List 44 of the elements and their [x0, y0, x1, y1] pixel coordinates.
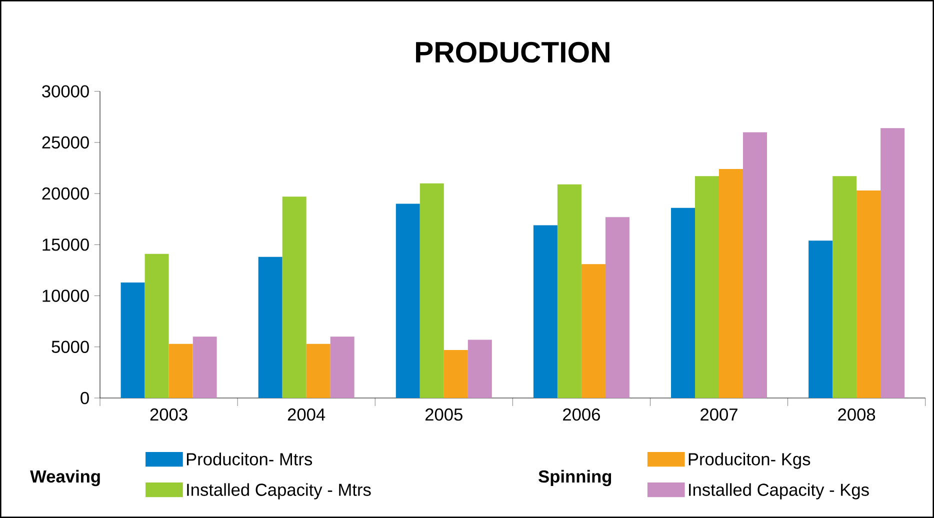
- bar: [306, 344, 330, 398]
- y-tick-label: 0: [80, 392, 89, 404]
- legend-label: Installed Capacity - Kgs: [689, 483, 869, 500]
- bar: [330, 336, 354, 398]
- bar: [743, 132, 768, 398]
- bar: [533, 225, 558, 398]
- bar: [192, 336, 217, 398]
- bar: [557, 184, 582, 398]
- legend-label: Produciton- Mtrs: [186, 452, 312, 466]
- text: Weaving: [30, 470, 100, 486]
- legend-label: Installed Capacity - Mtrs: [187, 483, 371, 500]
- x-tick-label: 2008: [838, 408, 876, 421]
- chart-title: PRODUCTION: [416, 42, 610, 63]
- x-tick-label: 2003: [150, 408, 188, 421]
- bar: [420, 183, 444, 398]
- legend-label: Produciton- Kgs: [688, 452, 810, 469]
- bar: [144, 254, 169, 398]
- bar: [581, 264, 606, 398]
- bar: [396, 204, 420, 398]
- bar: [258, 256, 282, 398]
- bar: [832, 176, 857, 398]
- x-tick-label: 2004: [288, 408, 326, 421]
- bar: [856, 190, 881, 398]
- bar: [282, 196, 306, 398]
- y-tick-label: 5000: [52, 340, 89, 354]
- bar: [671, 208, 696, 398]
- y-tick-label: 30000: [42, 85, 89, 98]
- y-tick-label: 25000: [42, 136, 89, 149]
- bar: [444, 350, 468, 398]
- bar: [120, 282, 145, 398]
- x-tick-label: 2005: [425, 408, 462, 421]
- x-tick-label: 2006: [563, 408, 600, 421]
- text: Spinning: [538, 470, 612, 486]
- bar: [719, 169, 744, 398]
- bar: [605, 217, 630, 398]
- y-tick-label: 10000: [42, 290, 89, 302]
- bar: [468, 340, 492, 398]
- y-tick-label: 20000: [42, 187, 89, 200]
- y-tick-label: 15000: [42, 238, 89, 251]
- bar: [880, 128, 905, 398]
- bar: [168, 344, 193, 398]
- x-tick-label: 2007: [700, 408, 738, 421]
- bar: [808, 240, 833, 398]
- bar: [695, 176, 720, 398]
